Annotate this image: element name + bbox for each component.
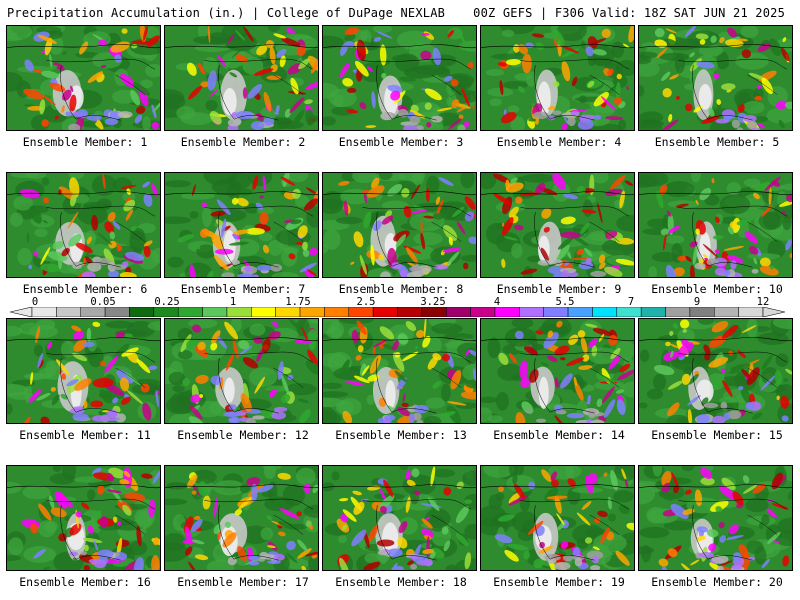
precip-map xyxy=(323,173,476,277)
precipitation-colorbar xyxy=(10,307,785,317)
precip-map xyxy=(323,466,476,570)
colorbar-tick-label: 0.25 xyxy=(154,296,180,308)
ensemble-member-label: Ensemble Member: 15 xyxy=(651,428,783,442)
precip-map xyxy=(481,173,634,277)
precip-map xyxy=(165,173,318,277)
ensemble-member-label: Ensemble Member: 7 xyxy=(180,282,306,296)
colorbar-tick-label: 3.25 xyxy=(420,296,446,308)
precip-map xyxy=(639,319,792,423)
ensemble-member-map xyxy=(164,318,319,424)
colorbar-tick-label: 5.5 xyxy=(555,296,575,308)
ensemble-member-label: Ensemble Member: 8 xyxy=(338,282,464,296)
ensemble-member-label: Ensemble Member: 10 xyxy=(651,282,783,296)
ensemble-member-label: Ensemble Member: 18 xyxy=(335,575,467,589)
precip-map xyxy=(639,173,792,277)
colorbar-tick-label: 12 xyxy=(756,296,770,308)
ensemble-member-map xyxy=(480,465,635,571)
page-title: Precipitation Accumulation (in.) | Colle… xyxy=(7,6,446,20)
ensemble-member-map xyxy=(322,25,477,131)
ensemble-member-label: Ensemble Member: 12 xyxy=(177,428,309,442)
ensemble-member-label: Ensemble Member: 9 xyxy=(496,282,622,296)
ensemble-member-map xyxy=(638,465,793,571)
ensemble-member-map xyxy=(480,172,635,278)
colorbar-tick-label: 1.75 xyxy=(285,296,311,308)
precip-map xyxy=(481,466,634,570)
ensemble-member-map xyxy=(480,25,635,131)
ensemble-member-map xyxy=(322,465,477,571)
precip-map xyxy=(165,319,318,423)
ensemble-member-map xyxy=(164,25,319,131)
ensemble-member-map xyxy=(6,25,161,131)
ensemble-member-map xyxy=(6,318,161,424)
ensemble-member-label: Ensemble Member: 20 xyxy=(651,575,783,589)
precip-map xyxy=(639,26,792,130)
ensemble-member-label: Ensemble Member: 5 xyxy=(654,135,780,149)
colorbar-tick-label: 2.5 xyxy=(356,296,376,308)
colorbar-tick-label: 1 xyxy=(229,296,237,308)
precip-map xyxy=(165,466,318,570)
ensemble-member-map xyxy=(638,25,793,131)
ensemble-member-label: Ensemble Member: 6 xyxy=(22,282,148,296)
precip-map xyxy=(7,26,160,130)
colorbar-tick-label: 0 xyxy=(31,296,39,308)
ensemble-member-map xyxy=(638,172,793,278)
ensemble-member-label: Ensemble Member: 13 xyxy=(335,428,467,442)
ensemble-member-map xyxy=(638,318,793,424)
precip-map xyxy=(481,319,634,423)
precip-map xyxy=(481,26,634,130)
ensemble-member-label: Ensemble Member: 2 xyxy=(180,135,306,149)
ensemble-member-label: Ensemble Member: 16 xyxy=(19,575,151,589)
ensemble-member-label: Ensemble Member: 14 xyxy=(493,428,625,442)
colorbar-tick-label: 4 xyxy=(493,296,501,308)
precip-map xyxy=(323,26,476,130)
ensemble-member-label: Ensemble Member: 17 xyxy=(177,575,309,589)
ensemble-member-label: Ensemble Member: 11 xyxy=(19,428,151,442)
ensemble-member-map xyxy=(480,318,635,424)
ensemble-member-label: Ensemble Member: 19 xyxy=(493,575,625,589)
ensemble-member-label: Ensemble Member: 1 xyxy=(22,135,148,149)
precip-map xyxy=(639,466,792,570)
ensemble-member-map xyxy=(6,172,161,278)
precip-map xyxy=(323,319,476,423)
colorbar-tick-label: 9 xyxy=(693,296,701,308)
colorbar-tick-label: 7 xyxy=(627,296,635,308)
precip-map xyxy=(7,319,160,423)
ensemble-member-map xyxy=(322,172,477,278)
ensemble-member-map xyxy=(6,465,161,571)
model-run-info: 00Z GEFS | F306 Valid: 18Z SAT JUN 21 20… xyxy=(473,6,785,20)
precip-map xyxy=(165,26,318,130)
precip-map xyxy=(7,173,160,277)
ensemble-member-map xyxy=(164,465,319,571)
precip-map xyxy=(7,466,160,570)
ensemble-member-map xyxy=(164,172,319,278)
ensemble-member-map xyxy=(322,318,477,424)
colorbar-tick-label: 0.05 xyxy=(90,296,116,308)
ensemble-member-label: Ensemble Member: 3 xyxy=(338,135,464,149)
ensemble-member-label: Ensemble Member: 4 xyxy=(496,135,622,149)
